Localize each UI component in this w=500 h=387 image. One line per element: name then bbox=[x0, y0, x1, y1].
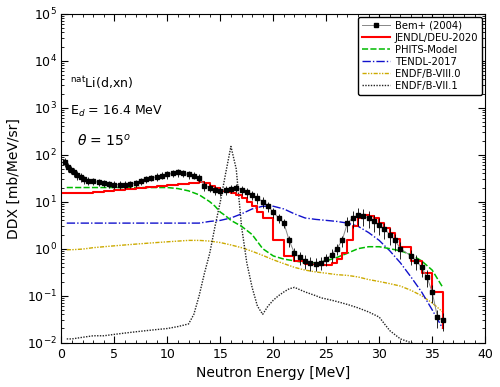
X-axis label: Neutron Energy [MeV]: Neutron Energy [MeV] bbox=[196, 366, 350, 380]
Text: E$_d$ = 16.4 MeV: E$_d$ = 16.4 MeV bbox=[70, 104, 163, 119]
Text: $\theta$ = 15$^o$: $\theta$ = 15$^o$ bbox=[78, 132, 132, 148]
Legend: Bem+ (2004), JENDL/DEU-2020, PHITS-Model, TENDL-2017, ENDF/B-VIII.0, ENDF/B-VII.: Bem+ (2004), JENDL/DEU-2020, PHITS-Model… bbox=[358, 17, 482, 95]
Text: $^{\rm nat}$Li(d,xn): $^{\rm nat}$Li(d,xn) bbox=[70, 75, 133, 91]
Y-axis label: DDX [mb/MeV/sr]: DDX [mb/MeV/sr] bbox=[7, 118, 21, 239]
